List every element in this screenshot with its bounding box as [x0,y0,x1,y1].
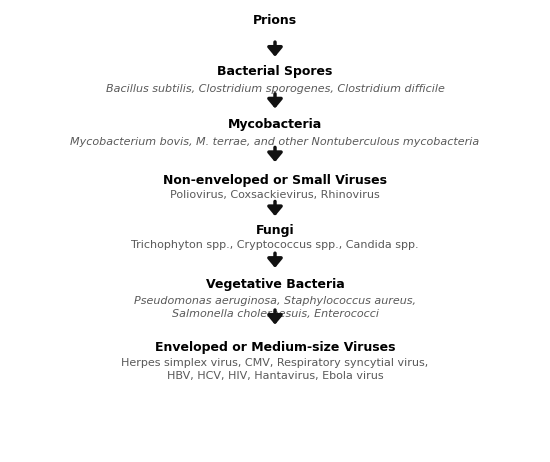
Text: Poliovirus, Coxsackievirus, Rhinovirus: Poliovirus, Coxsackievirus, Rhinovirus [170,190,380,200]
Text: Mycobacterium bovis, M. terrae, and other Nontuberculous mycobacteria: Mycobacterium bovis, M. terrae, and othe… [70,137,480,147]
Text: Mycobacteria: Mycobacteria [228,118,322,131]
Text: Non-enveloped or Small Viruses: Non-enveloped or Small Viruses [163,174,387,187]
Text: Fungi: Fungi [256,224,294,237]
Text: Pseudomonas aeruginosa, Staphylococcus aureus,
Salmonella choleraesuis, Enteroco: Pseudomonas aeruginosa, Staphylococcus a… [134,296,416,319]
Text: Bacillus subtilis, Clostridium sporogenes, Clostridium difficile: Bacillus subtilis, Clostridium sporogene… [106,84,444,94]
Text: Herpes simplex virus, CMV, Respiratory syncytial virus,
HBV, HCV, HIV, Hantaviru: Herpes simplex virus, CMV, Respiratory s… [122,358,428,381]
Text: Prions: Prions [253,14,297,27]
Text: Trichophyton spp., Cryptococcus spp., Candida spp.: Trichophyton spp., Cryptococcus spp., Ca… [131,240,419,250]
Text: Vegetative Bacteria: Vegetative Bacteria [206,278,344,291]
Text: Enveloped or Medium-size Viruses: Enveloped or Medium-size Viruses [155,341,395,354]
Text: Bacterial Spores: Bacterial Spores [217,65,333,78]
